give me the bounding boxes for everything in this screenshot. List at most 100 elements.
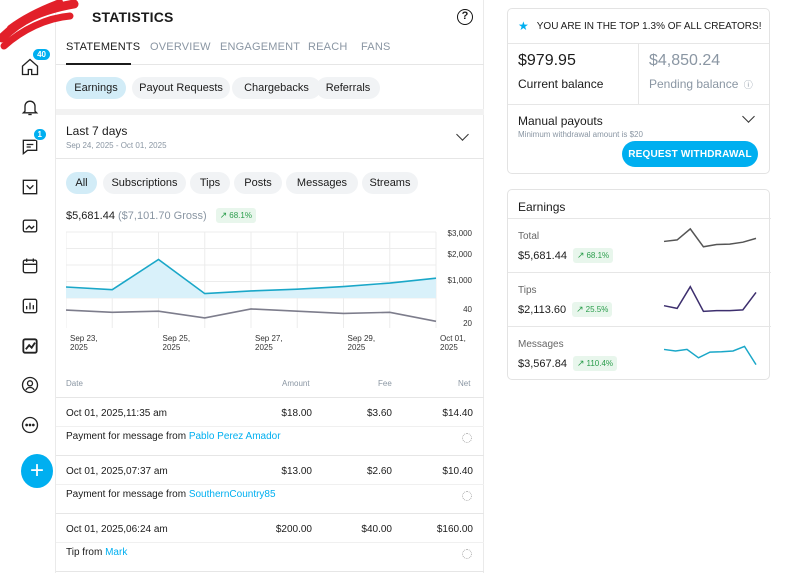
row-desc-text: Payment for message from: [66, 431, 187, 442]
trending-icon[interactable]: [19, 335, 41, 357]
sparkline-messages: [663, 345, 757, 366]
redacted-logo: [0, 0, 79, 50]
x-tick-label: 2025: [440, 343, 458, 352]
x-tick-label: 2025: [348, 343, 366, 352]
chip-payout-requests[interactable]: Payout Requests: [132, 77, 230, 99]
chip-chargebacks[interactable]: Chargebacks: [232, 77, 321, 99]
chip-earnings[interactable]: Earnings: [66, 77, 126, 99]
chip-subscriptions[interactable]: Subscriptions: [103, 172, 186, 194]
manual-payouts-subtitle: Minimum withdrawal amount is $20: [518, 130, 643, 139]
summary-gross: ($7,101.70 Gross): [118, 210, 207, 222]
row-user-link[interactable]: SouthernCountry85: [188, 489, 276, 500]
x-tick-label: 2025: [70, 343, 88, 352]
earnings-change-badge: ↗ 25.5%: [572, 302, 613, 317]
earnings-row-messages[interactable]: Messages $3,567.84 ↗ 110.4%: [508, 326, 771, 380]
row-date: Oct 01, 2025,11:35 am: [66, 408, 167, 419]
pending-spinner-icon: [462, 491, 472, 501]
row-values: Oct 01, 2025,07:37 am $13.00 $2.60 $10.4…: [56, 456, 484, 485]
period-selector[interactable]: Last 7 days Sep 24, 2025 - Oct 01, 2025: [56, 115, 484, 159]
earnings-label: Tips: [518, 285, 537, 296]
current-balance: $979.95 Current balance: [508, 44, 639, 105]
earnings-value: $3,567.84 ↗ 110.4%: [518, 356, 618, 371]
row-user-link[interactable]: Pablo Perez Amador: [188, 431, 281, 442]
summary-line: $5,681.44 ($7,101.70 Gross) ↗ 68.1%: [66, 208, 256, 223]
row-fee: $3.60: [366, 408, 392, 419]
statistics-icon[interactable]: [19, 295, 41, 317]
request-withdrawal-button[interactable]: REQUEST WITHDRAWAL: [622, 141, 758, 167]
more-icon[interactable]: [19, 414, 41, 436]
table-row[interactable]: Oct 01, 2025,07:37 am $13.00 $2.60 $10.4…: [56, 456, 484, 514]
collections-icon[interactable]: [19, 176, 41, 198]
left-nav: 40 1 +: [0, 0, 79, 573]
info-icon[interactable]: ⓘ: [743, 80, 753, 90]
profile-icon[interactable]: [19, 374, 41, 396]
earnings-change: 68.1%: [586, 251, 610, 260]
home-icon[interactable]: 40: [19, 48, 51, 78]
tab-reach[interactable]: REACH: [308, 41, 348, 53]
add-icon[interactable]: +: [21, 454, 53, 488]
tab-overview[interactable]: OVERVIEW: [150, 41, 211, 53]
table-header: Date Amount Fee Net: [56, 374, 484, 398]
x-tick-label: Oct 01,: [440, 334, 466, 343]
table-row[interactable]: Oct 01, 2025,06:24 am $200.00 $40.00 $16…: [56, 514, 484, 572]
y-tick-label: 20: [463, 319, 472, 328]
pending-spinner-icon: [462, 549, 472, 559]
trend-up-icon: ↗: [576, 250, 585, 260]
row-amount: $13.00: [281, 466, 312, 477]
x-tick-label: Sep 29,: [348, 334, 376, 343]
earnings-value: $5,681.44 ↗ 68.1%: [518, 248, 614, 263]
amount-area: [66, 259, 436, 298]
calendar-icon[interactable]: [19, 255, 41, 277]
chip-streams[interactable]: Streams: [362, 172, 418, 194]
chip-tips[interactable]: Tips: [190, 172, 230, 194]
help-icon[interactable]: ?: [457, 9, 473, 25]
pending-balance-value: $4,850.24: [649, 52, 721, 69]
vault-icon[interactable]: [19, 215, 41, 237]
chip-all[interactable]: All: [66, 172, 97, 194]
trend-up-icon: ↗: [576, 304, 584, 314]
x-tick-label: Sep 23,: [70, 334, 98, 343]
x-tick-label: Sep 27,: [255, 334, 283, 343]
chevron-down-icon[interactable]: [742, 110, 755, 123]
tab-fans[interactable]: FANS: [361, 41, 391, 53]
table-row[interactable]: Oct 01, 2025,11:35 am $18.00 $3.60 $14.4…: [56, 398, 484, 456]
star-icon: ★: [518, 19, 529, 33]
earnings-label: Total: [518, 231, 540, 242]
row-user-link[interactable]: Mark: [105, 547, 128, 558]
x-tick-label: Sep 25,: [163, 334, 191, 343]
sparkline-total: [663, 227, 757, 248]
row-desc-text: Tip from: [66, 547, 103, 558]
page-title: STATISTICS: [92, 9, 174, 25]
manual-payouts-title: Manual payouts: [518, 114, 603, 128]
chip-referrals[interactable]: Referrals: [316, 77, 380, 99]
y-tick-label: $1,000: [448, 276, 473, 285]
active-tab-indicator: [66, 63, 131, 65]
section-divider: [56, 109, 484, 115]
chevron-down-icon: [456, 128, 469, 141]
earnings-row-tips[interactable]: Tips $2,113.60 ↗ 25.5%: [508, 272, 771, 326]
chip-posts[interactable]: Posts: [234, 172, 282, 194]
chip-messages[interactable]: Messages: [286, 172, 358, 194]
col-net: Net: [458, 379, 471, 388]
pending-balance-text: Pending balance: [649, 77, 739, 91]
earnings-value: $2,113.60 ↗ 25.5%: [518, 302, 613, 317]
top-creator-banner: ★ YOU ARE IN THE TOP 1.3% OF ALL CREATOR…: [508, 9, 769, 44]
top-creator-text: YOU ARE IN THE TOP 1.3% OF ALL CREATORS!: [536, 20, 762, 32]
earnings-change-badge: ↗ 110.4%: [572, 356, 618, 371]
earnings-row-total[interactable]: Total $5,681.44 ↗ 68.1%: [508, 218, 771, 272]
tab-engagement[interactable]: ENGAGEMENT: [220, 41, 301, 53]
pending-balance: $4,850.24 Pending balance ⓘ: [639, 44, 769, 105]
sparkline-path: [663, 345, 757, 366]
row-net: $10.40: [442, 466, 473, 477]
tab-statements[interactable]: STATEMENTS: [66, 41, 141, 53]
trend-up-icon: ↗: [576, 358, 585, 368]
sparkline-tips: [663, 285, 757, 313]
balance-card: ★ YOU ARE IN THE TOP 1.3% OF ALL CREATOR…: [507, 8, 770, 174]
bell-icon[interactable]: [19, 96, 41, 118]
trend-up-icon: ↗: [219, 210, 228, 220]
earnings-amount: $2,113.60: [518, 304, 567, 316]
row-amount: $200.00: [275, 524, 312, 535]
main-column: STATISTICS ? STATEMENTS OVERVIEW ENGAGEM…: [56, 0, 484, 573]
col-amount: Amount: [282, 379, 310, 388]
messages-icon[interactable]: 1: [19, 128, 47, 158]
